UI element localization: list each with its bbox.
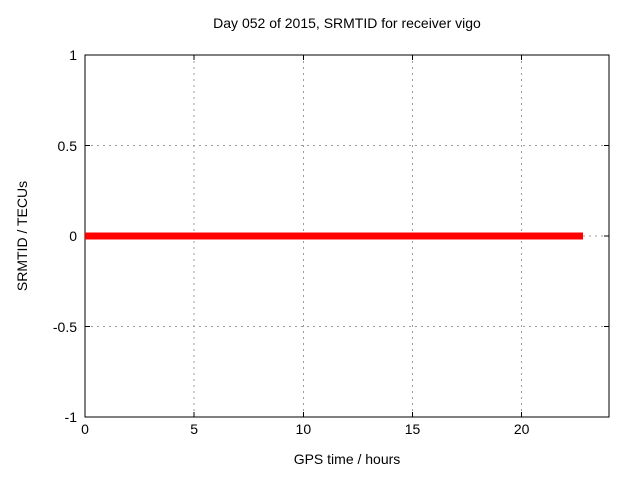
x-tick-label: 10 xyxy=(295,421,312,437)
x-tick-label: 5 xyxy=(190,421,199,437)
x-axis-label: GPS time / hours xyxy=(293,451,401,467)
y-tick-label: -1 xyxy=(64,409,77,425)
y-tick-label: 0.5 xyxy=(57,137,77,154)
x-tick-label: 15 xyxy=(404,421,421,437)
chart-title: Day 052 of 2015, SRMTID for receiver vig… xyxy=(213,15,481,31)
x-tick-label: 20 xyxy=(513,421,530,437)
x-tick-label: 0 xyxy=(81,421,89,437)
y-tick-label: 1 xyxy=(69,47,77,63)
y-tick-label: -0.5 xyxy=(52,318,77,335)
y-tick-label: 0 xyxy=(69,228,77,244)
